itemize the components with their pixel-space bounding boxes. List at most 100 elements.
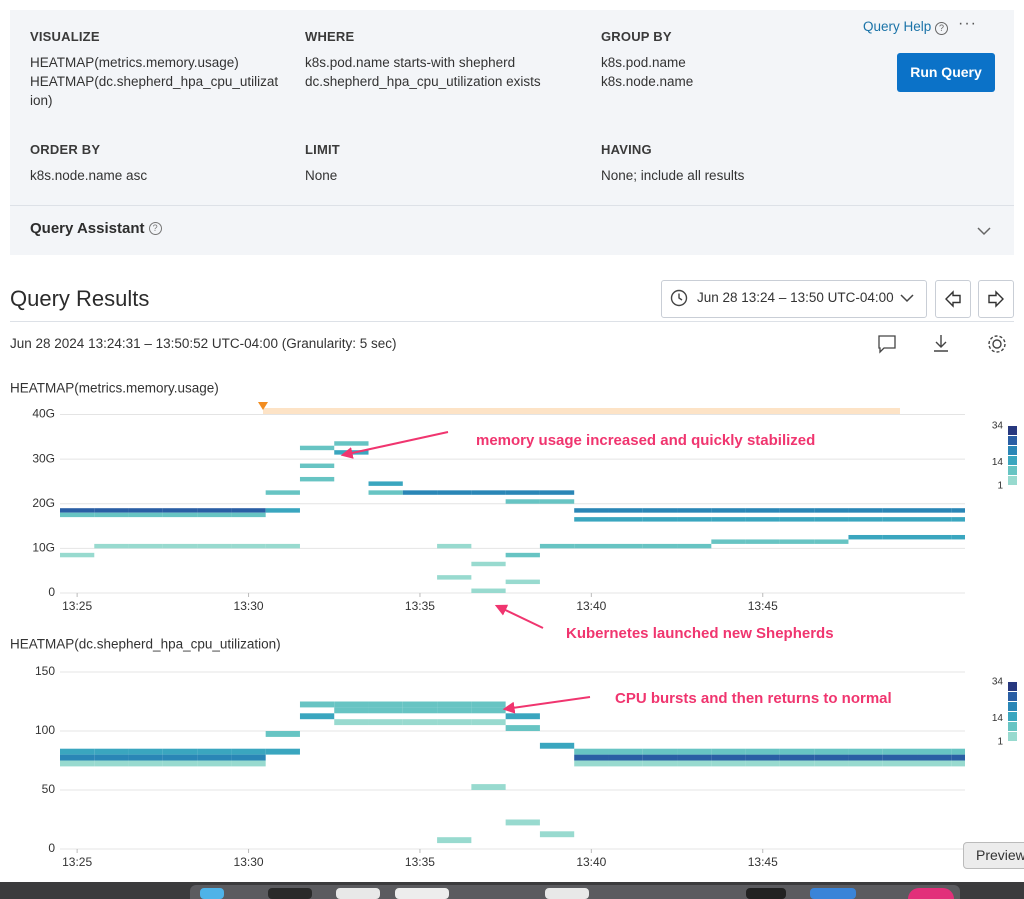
heatmap-cell <box>574 508 609 513</box>
legend-swatch <box>1008 436 1017 445</box>
range-detail: Jun 28 2024 13:24:31 – 13:50:52 UTC-04:0… <box>10 336 397 351</box>
heatmap-cell <box>951 517 965 522</box>
annotation: memory usage increased and quickly stabi… <box>476 432 815 449</box>
heatmap-cell <box>94 512 129 518</box>
heatmap-cell <box>539 831 575 838</box>
y-tick-label: 10G <box>32 541 55 555</box>
heatmap-cell <box>60 552 95 558</box>
heatmap-cell <box>402 707 438 714</box>
field-values: HEATMAP(metrics.memory.usage) HEATMAP(dc.… <box>30 53 280 110</box>
heatmap-cell <box>882 517 918 522</box>
heatmap-cell <box>779 508 815 513</box>
heatmap-cell <box>94 754 129 761</box>
heatmap-cell <box>677 543 712 549</box>
field-values: k8s.pod.name k8s.node.name <box>601 53 851 91</box>
heatmap-cell <box>471 588 506 593</box>
field-value: HEATMAP(dc.shepherd_hpa_cpu_utilization) <box>30 74 279 108</box>
heatmap-cell <box>814 517 849 522</box>
heatmap-cell <box>334 701 369 708</box>
heatmap-cell <box>677 517 712 522</box>
field-value: dc.shepherd_hpa_cpu_utilization exists <box>305 74 541 89</box>
field-value: HEATMAP(metrics.memory.usage) <box>30 55 239 70</box>
heatmap-cell <box>299 463 335 469</box>
y-tick-label: 0 <box>48 585 55 599</box>
heatmap-cell <box>745 754 780 761</box>
chevron-down[interactable] <box>900 292 914 304</box>
heatmap-cell <box>574 754 609 761</box>
result-toolbar[interactable] <box>876 333 1012 355</box>
heatmap-cell <box>711 539 746 544</box>
time-range-picker[interactable] <box>661 280 927 318</box>
heatmap-cell <box>574 748 609 755</box>
y-tick-label: 0 <box>48 841 55 855</box>
heatmap-cell <box>711 760 746 767</box>
heatmap-cell <box>642 508 678 513</box>
heatmap-cell <box>94 543 129 549</box>
query-help[interactable]: Query Help ? <box>863 19 949 35</box>
legend-label: 1 <box>997 737 1003 748</box>
field-values: k8s.node.name asc <box>30 166 280 185</box>
heatmap-cell <box>917 508 952 513</box>
more-menu[interactable]: ··· <box>958 15 977 32</box>
x-tick-label: 13:25 <box>62 855 92 869</box>
legend-swatch <box>1008 692 1017 701</box>
heatmap-cell <box>265 508 300 513</box>
heatmap-cell <box>505 579 540 585</box>
charts: HEATMAP(metrics.memory.usage) 0 10G 20G 30G 4… <box>10 381 1017 869</box>
x-tick-label: 13:30 <box>234 599 264 613</box>
heatmap-cell <box>94 508 129 513</box>
heatmap-cell <box>60 760 95 767</box>
heatmap-cell <box>162 754 198 761</box>
heatmap-cell <box>539 543 575 549</box>
heatmap-cell <box>299 701 335 708</box>
heatmap-cell <box>128 543 163 549</box>
field-label: ORDER BY <box>30 142 101 157</box>
next-range-button[interactable] <box>978 280 1014 318</box>
query-assistant[interactable]: Query Assistant ? <box>30 220 162 237</box>
heatmap-cell <box>677 754 712 761</box>
heatmap-cell <box>94 748 129 755</box>
heatmap-cell <box>745 760 780 767</box>
event-marker <box>258 402 268 410</box>
heatmap-cell <box>231 748 266 755</box>
prev-range-button[interactable] <box>935 280 971 318</box>
legend-swatch <box>1008 426 1017 435</box>
divider <box>10 321 1014 322</box>
annotation-arrow <box>494 604 544 629</box>
y-tick-label: 50 <box>42 782 56 796</box>
query-help-text[interactable]: Query Help <box>863 19 932 34</box>
heatmap-cell <box>745 539 780 544</box>
heatmap-cell <box>848 760 883 767</box>
heatmap-cell <box>162 512 198 518</box>
y-tick-label: 150 <box>35 664 55 678</box>
run-query-button[interactable]: Run Query <box>897 53 995 92</box>
x-tick-label: 13:40 <box>576 599 606 613</box>
field-label: VISUALIZE <box>30 29 100 44</box>
heatmap-cell <box>128 748 163 755</box>
y-tick-label: 40G <box>32 407 55 421</box>
heatmap-cell <box>197 543 232 549</box>
heatmap-cell <box>437 707 472 714</box>
chevron-down[interactable] <box>976 225 992 237</box>
heatmap-cell <box>882 754 918 761</box>
heatmap-cell <box>437 490 472 495</box>
heatmap-cell <box>608 748 643 755</box>
field-value: None; include all results <box>601 168 745 183</box>
heatmap-cell <box>745 508 780 513</box>
heatmap-cell <box>779 760 815 767</box>
field-label: HAVING <box>601 142 652 157</box>
field-values: None <box>305 166 555 185</box>
heatmap-cell <box>334 441 369 446</box>
heatmap-cell <box>265 543 300 549</box>
field-values: None; include all results <box>601 166 851 185</box>
query-assistant-text[interactable]: Query Assistant <box>30 220 145 237</box>
heatmap-cell <box>642 760 678 767</box>
heatmap-cell <box>162 508 198 513</box>
legend-swatch <box>1008 732 1017 741</box>
annotation: Kubernetes launched new Shepherds <box>566 625 834 642</box>
field-value: k8s.pod.name starts-with shepherd <box>305 55 516 70</box>
x-tick-label: 13:35 <box>405 855 435 869</box>
heatmap-cell <box>745 517 780 522</box>
time-range-text[interactable]: Jun 28 13:24 – 13:50 UTC-04:00 <box>697 290 894 305</box>
heatmap-cell <box>677 508 712 513</box>
